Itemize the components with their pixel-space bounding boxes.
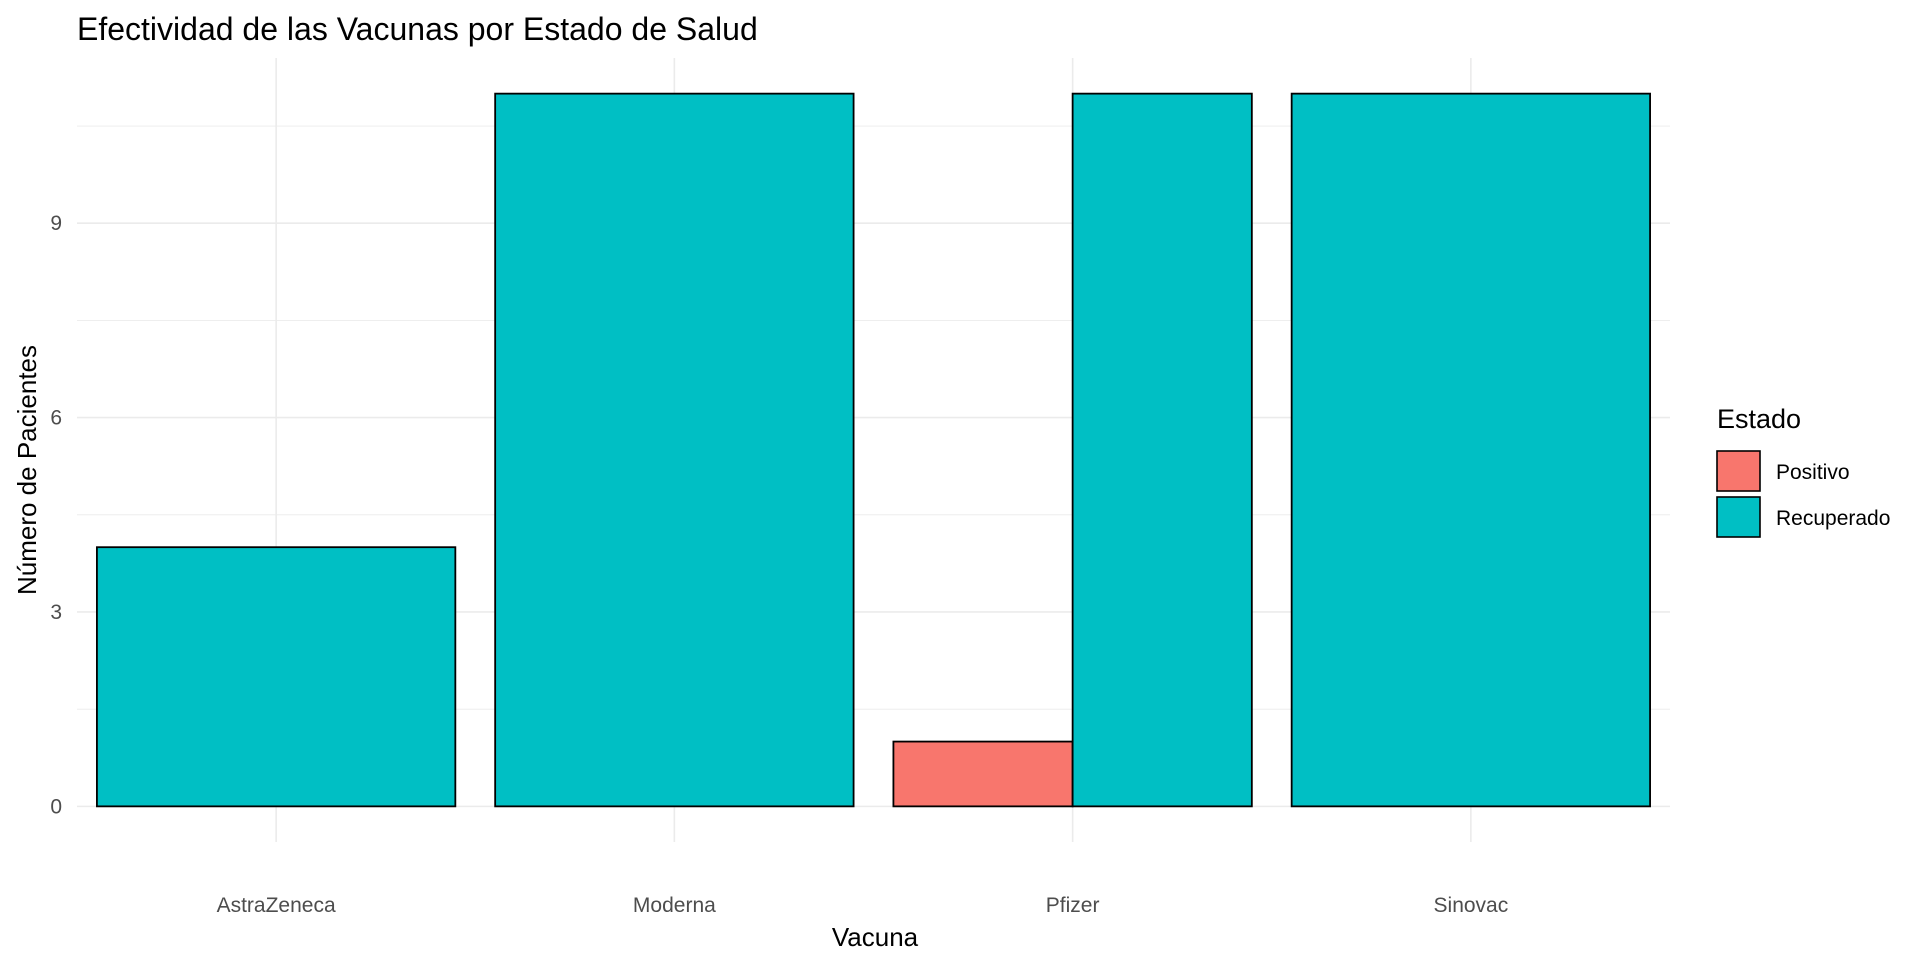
x-tick-label: AstraZeneca <box>217 894 336 917</box>
x-axis-ticks: AstraZeneca Moderna Pfizer Sinovac <box>217 894 1509 917</box>
y-tick-label: 9 <box>50 212 62 235</box>
bar-sinovac-recuperado <box>1290 92 1651 808</box>
bar-pfizer-positivo <box>892 740 1074 808</box>
bar-astrazeneca-recuperado <box>96 546 457 808</box>
legend-label-positivo: Positivo <box>1776 461 1850 484</box>
legend-key-positivo <box>1716 450 1761 492</box>
y-tick-label: 6 <box>50 407 62 430</box>
legend: Estado Positivo Recuperado <box>1716 404 1890 538</box>
x-tick-label: Pfizer <box>1046 894 1100 917</box>
bar-moderna-recuperado <box>494 92 855 808</box>
x-tick-label: Sinovac <box>1434 894 1509 917</box>
chart-title: Efectividad de las Vacunas por Estado de… <box>77 11 758 47</box>
bar-pfizer-recuperado <box>1071 92 1253 808</box>
y-axis-title: Número de Pacientes <box>12 345 42 595</box>
x-axis-title: Vacuna <box>832 922 919 952</box>
y-axis-ticks: 0 3 6 9 <box>50 212 62 818</box>
y-tick-label: 3 <box>50 601 62 624</box>
y-tick-label: 0 <box>50 795 62 818</box>
legend-label-recuperado: Recuperado <box>1776 507 1890 530</box>
legend-title: Estado <box>1717 404 1801 434</box>
bars <box>96 92 1651 808</box>
legend-key-recuperado <box>1716 496 1761 538</box>
x-tick-label: Moderna <box>633 894 716 917</box>
